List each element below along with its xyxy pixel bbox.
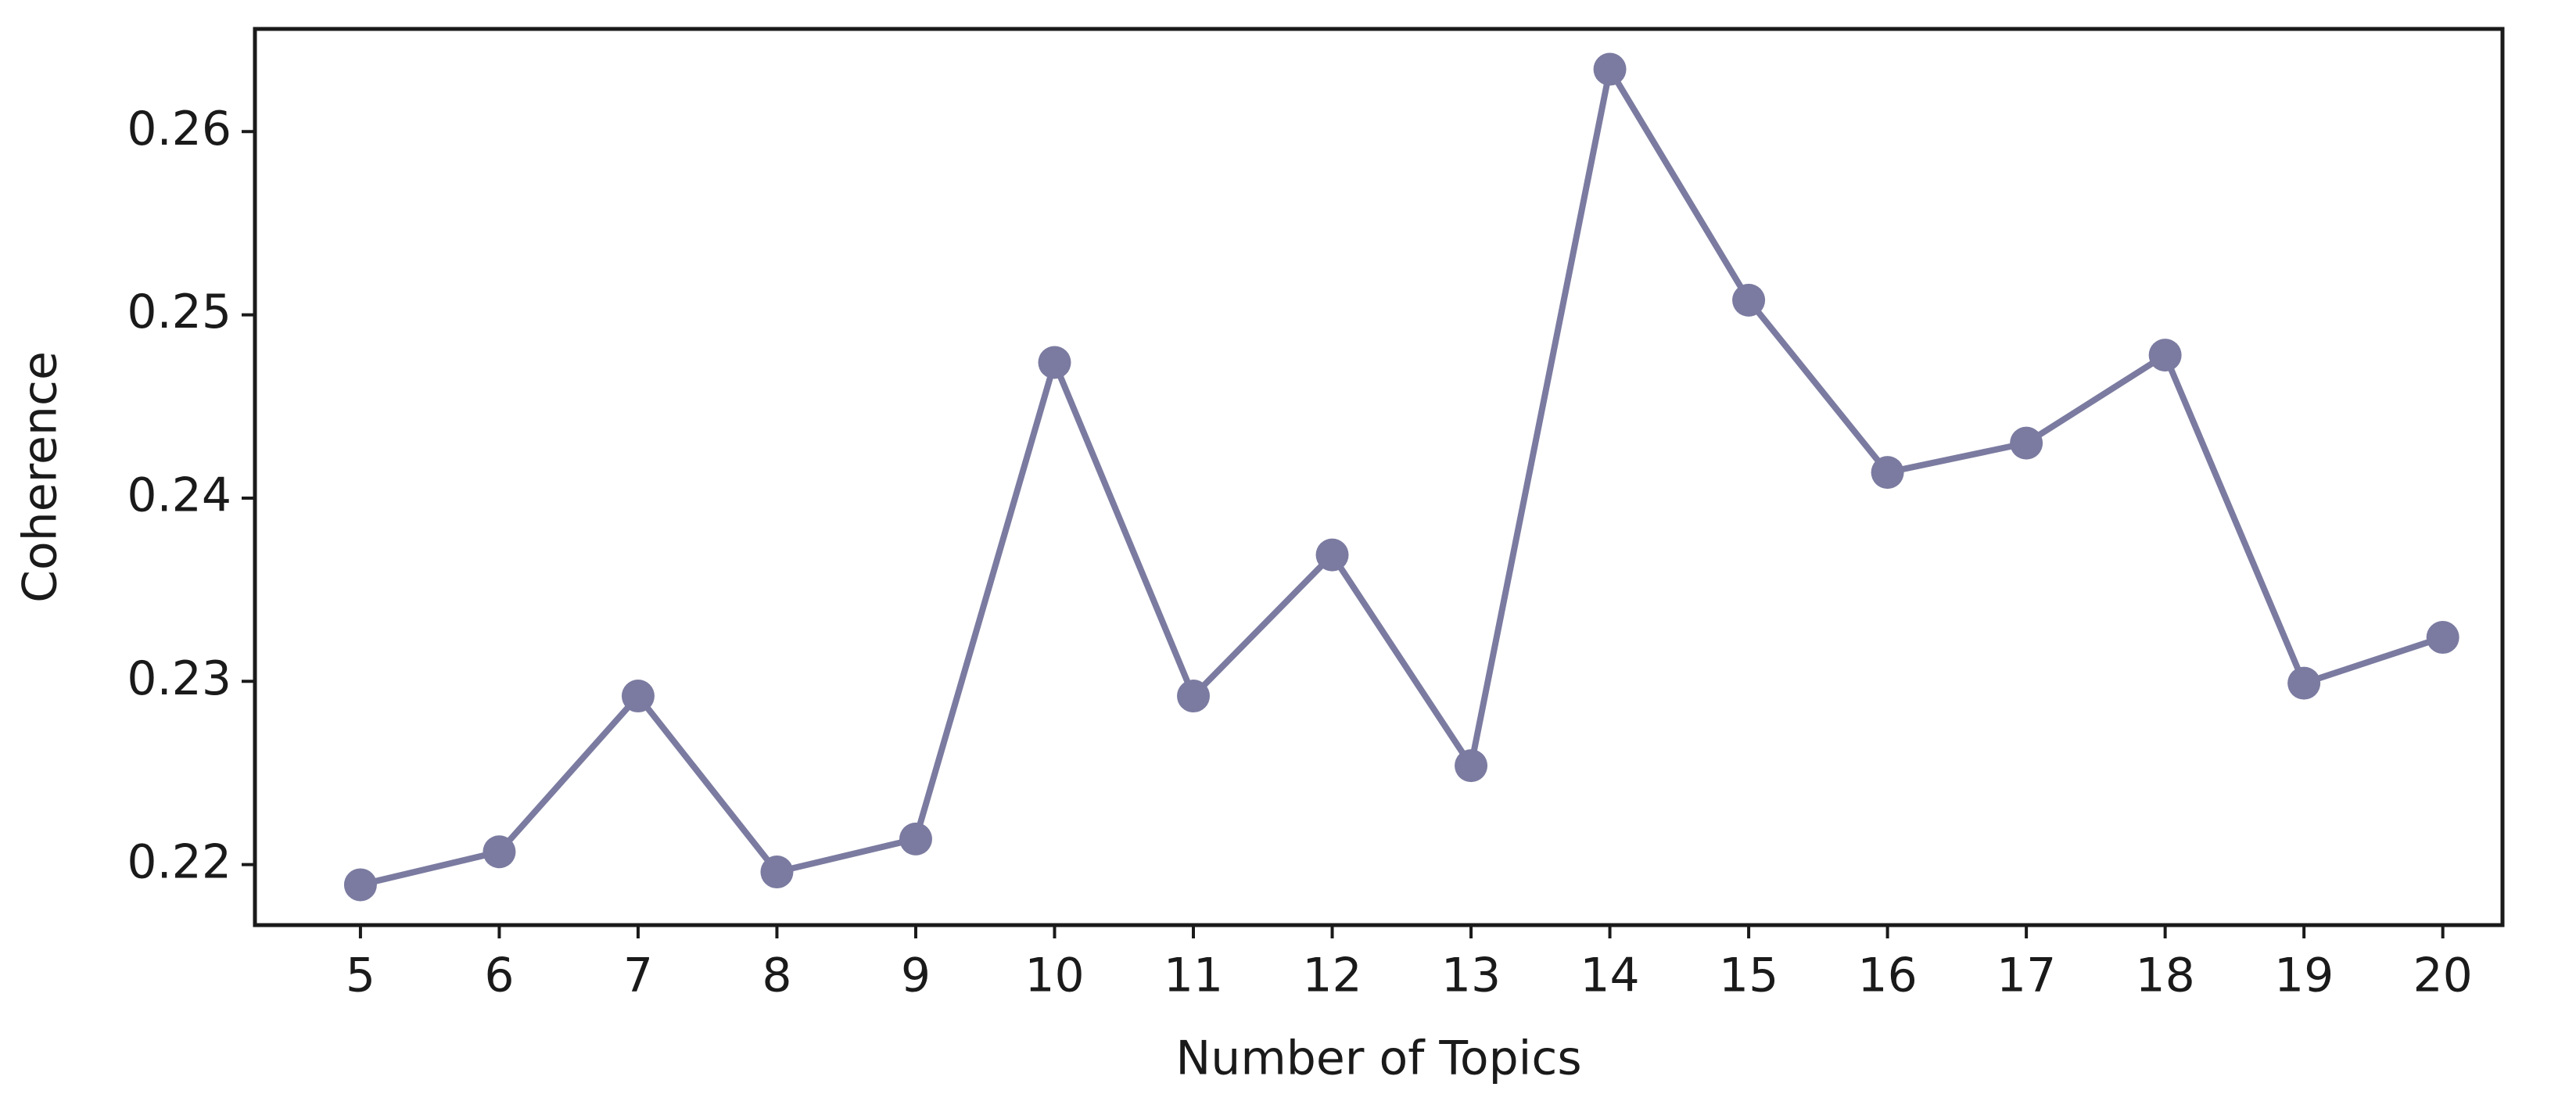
y-tick-label: 0.24 (127, 468, 231, 523)
marker (1871, 456, 1904, 490)
marker (1732, 283, 1766, 317)
y-tick-label: 0.25 (127, 285, 231, 339)
marker (2287, 666, 2321, 700)
x-tick-label: 17 (1997, 949, 2056, 1003)
x-tick-label: 7 (623, 949, 653, 1003)
marker (1455, 749, 1488, 783)
marker (1315, 538, 1349, 572)
marker (1038, 346, 1071, 379)
y-tick-label: 0.26 (127, 102, 231, 156)
x-tick-label: 18 (2135, 949, 2194, 1003)
marker (1177, 680, 1211, 713)
x-tick-label: 12 (1302, 949, 1362, 1003)
marker (483, 835, 516, 869)
x-tick-label: 16 (1857, 949, 1917, 1003)
x-tick-label: 15 (1719, 949, 1778, 1003)
marker (760, 856, 794, 889)
x-tick-label: 8 (762, 949, 791, 1003)
marker (343, 868, 377, 902)
x-tick-label: 10 (1024, 949, 1084, 1003)
x-tick-label: 19 (2274, 949, 2334, 1003)
y-tick-label: 0.23 (127, 651, 231, 706)
x-tick-label: 14 (1580, 949, 1639, 1003)
y-axis-label: Coherence (13, 351, 68, 603)
marker (1593, 52, 1627, 86)
marker (2426, 621, 2459, 655)
marker (621, 680, 655, 713)
y-tick-label: 0.22 (127, 834, 231, 889)
marker (2148, 339, 2182, 372)
x-axis-label: Number of Topics (1175, 1031, 1581, 1086)
x-tick-label: 20 (2413, 949, 2472, 1003)
marker (2010, 426, 2043, 460)
x-tick-label: 13 (1441, 949, 1501, 1003)
x-tick-label: 9 (901, 949, 931, 1003)
marker (899, 822, 932, 856)
x-tick-label: 11 (1164, 949, 1223, 1003)
plot-frame (253, 27, 2505, 927)
x-tick-label: 5 (346, 949, 375, 1003)
line (359, 66, 2444, 888)
x-tick-label: 6 (484, 949, 514, 1003)
